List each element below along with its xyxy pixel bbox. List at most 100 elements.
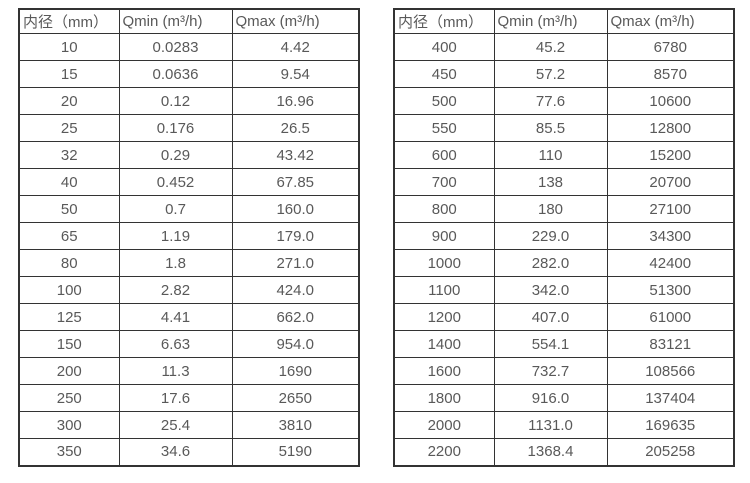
table-row: 1100 342.0 51300 [393, 276, 735, 304]
table-cell: 0.7 [118, 195, 233, 223]
table-cell: 342.0 [493, 276, 608, 304]
table-cell: 65 [18, 222, 120, 250]
table-cell: 34300 [606, 222, 735, 250]
table-cell: 282.0 [493, 249, 608, 277]
table-row: 1400 554.1 83121 [393, 330, 735, 358]
table-cell: 200 [18, 357, 120, 385]
table-cell: 400 [393, 33, 495, 61]
table-cell: 12800 [606, 114, 735, 142]
table-cell: 3810 [231, 411, 360, 439]
table-cell: 20700 [606, 168, 735, 196]
table-row: 1200 407.0 61000 [393, 303, 735, 331]
table-cell: 500 [393, 87, 495, 115]
table-row: 500 77.6 10600 [393, 87, 735, 115]
table-row: 450 57.2 8570 [393, 60, 735, 88]
table-cell: 57.2 [493, 60, 608, 88]
table-cell: 1.8 [118, 249, 233, 277]
table-cell: 6780 [606, 33, 735, 61]
table-row: 50 0.7 160.0 [18, 195, 360, 223]
table-row: 150 6.63 954.0 [18, 330, 360, 358]
table-cell: 900 [393, 222, 495, 250]
table-cell: 77.6 [493, 87, 608, 115]
table-body: 10 0.0283 4.42 15 0.0636 9.54 20 0.12 16.96 25 0.1… [18, 33, 360, 466]
table-cell: 40 [18, 168, 120, 196]
table-cell: 10600 [606, 87, 735, 115]
table-cell: 67.85 [231, 168, 360, 196]
column-header: 内径（mm） [393, 8, 495, 34]
table-row: 300 25.4 3810 [18, 411, 360, 439]
table-cell: 1100 [393, 276, 495, 304]
table-row: 65 1.19 179.0 [18, 222, 360, 250]
table-cell: 1800 [393, 384, 495, 412]
table-row: 400 45.2 6780 [393, 33, 735, 61]
table-cell: 10 [18, 33, 120, 61]
table-cell: 2200 [393, 438, 495, 466]
table-cell: 4.41 [118, 303, 233, 331]
table-cell: 160.0 [231, 195, 360, 223]
table-cell: 0.29 [118, 141, 233, 169]
table-cell: 80 [18, 249, 120, 277]
table-cell: 17.6 [118, 384, 233, 412]
table-row: 600 110 15200 [393, 141, 735, 169]
table-row: 2200 1368.4 205258 [393, 438, 735, 466]
table-row: 10 0.0283 4.42 [18, 33, 360, 61]
flow-table-large-diameters: 内径（mm） Qmin (m³/h) Qmax (m³/h) 400 45.2 6780… [393, 8, 735, 467]
table-cell: 550 [393, 114, 495, 142]
column-header: Qmax (m³/h) [606, 8, 735, 34]
table-cell: 1000 [393, 249, 495, 277]
table-cell: 350 [18, 438, 120, 466]
table-cell: 0.176 [118, 114, 233, 142]
table-cell: 229.0 [493, 222, 608, 250]
table-row: 1000 282.0 42400 [393, 249, 735, 277]
table-cell: 732.7 [493, 357, 608, 385]
table-cell: 150 [18, 330, 120, 358]
table-cell: 9.54 [231, 60, 360, 88]
table-cell: 1.19 [118, 222, 233, 250]
flow-table-small-diameters: 内径（mm） Qmin (m³/h) Qmax (m³/h) 10 0.0283 4.4… [18, 8, 360, 467]
table-cell: 125 [18, 303, 120, 331]
table-cell: 110 [493, 141, 608, 169]
table-row: 40 0.452 67.85 [18, 168, 360, 196]
table-cell: 108566 [606, 357, 735, 385]
table-cell: 45.2 [493, 33, 608, 61]
table-cell: 15200 [606, 141, 735, 169]
table-cell: 250 [18, 384, 120, 412]
column-header: Qmax (m³/h) [231, 8, 360, 34]
table-cell: 2650 [231, 384, 360, 412]
table-cell: 51300 [606, 276, 735, 304]
table-cell: 1200 [393, 303, 495, 331]
table-cell: 42400 [606, 249, 735, 277]
table-cell: 800 [393, 195, 495, 223]
table-cell: 2000 [393, 411, 495, 439]
table-cell: 83121 [606, 330, 735, 358]
table-cell: 6.63 [118, 330, 233, 358]
table-row: 20 0.12 16.96 [18, 87, 360, 115]
table-cell: 27100 [606, 195, 735, 223]
table-row: 32 0.29 43.42 [18, 141, 360, 169]
table-cell: 0.452 [118, 168, 233, 196]
column-header: Qmin (m³/h) [118, 8, 233, 34]
table-cell: 16.96 [231, 87, 360, 115]
table-cell: 25 [18, 114, 120, 142]
table-cell: 85.5 [493, 114, 608, 142]
table-cell: 1400 [393, 330, 495, 358]
table-row: 200 11.3 1690 [18, 357, 360, 385]
table-cell: 0.12 [118, 87, 233, 115]
table-cell: 50 [18, 195, 120, 223]
table-cell: 600 [393, 141, 495, 169]
table-cell: 271.0 [231, 249, 360, 277]
table-row: 900 229.0 34300 [393, 222, 735, 250]
table-cell: 43.42 [231, 141, 360, 169]
header-row: 内径（mm） Qmin (m³/h) Qmax (m³/h) [18, 8, 360, 34]
table-cell: 1368.4 [493, 438, 608, 466]
table-cell: 407.0 [493, 303, 608, 331]
header-row: 内径（mm） Qmin (m³/h) Qmax (m³/h) [393, 8, 735, 34]
table-cell: 61000 [606, 303, 735, 331]
table-cell: 0.0283 [118, 33, 233, 61]
table-cell: 8570 [606, 60, 735, 88]
table-row: 80 1.8 271.0 [18, 249, 360, 277]
table-cell: 137404 [606, 384, 735, 412]
table-cell: 34.6 [118, 438, 233, 466]
table-cell: 11.3 [118, 357, 233, 385]
table-row: 350 34.6 5190 [18, 438, 360, 466]
